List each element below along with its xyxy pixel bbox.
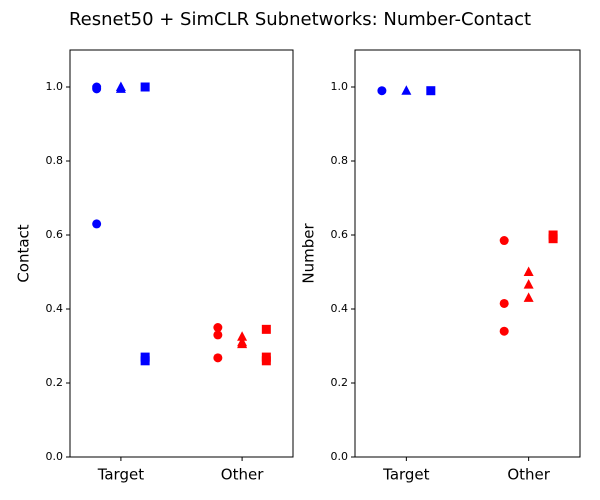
figure-title: Resnet50 + SimCLR Subnetworks: Number-Co…	[69, 9, 531, 30]
point	[401, 85, 412, 95]
y-tick-label: 1.0	[331, 80, 349, 93]
point	[499, 236, 509, 246]
plot-frame	[354, 49, 581, 458]
point	[237, 338, 248, 349]
y-tick-label: 0.0	[46, 450, 64, 463]
point	[499, 298, 509, 308]
y-axis-label: Contact	[15, 224, 33, 282]
point	[523, 279, 534, 289]
point	[92, 84, 102, 94]
y-axis-label: Number	[300, 223, 318, 284]
point	[115, 83, 126, 93]
point	[499, 326, 509, 336]
y-tick-label: 1.0	[46, 80, 64, 93]
point	[140, 356, 150, 366]
y-tick-label: 0.8	[46, 154, 64, 167]
point	[213, 353, 223, 363]
y-tick-label: 0.4	[331, 302, 349, 315]
point	[523, 266, 534, 276]
point	[237, 331, 248, 341]
point	[261, 356, 271, 366]
y-tick-label: 0.6	[46, 228, 64, 241]
point	[377, 86, 387, 96]
y-tick-label: 0.2	[46, 376, 64, 389]
point	[140, 82, 150, 92]
x-tick-label: Target	[382, 466, 430, 484]
point	[426, 86, 436, 96]
y-tick-label: 0.6	[331, 228, 349, 241]
y-tick-label: 0.4	[46, 302, 64, 315]
y-tick-label: 0.0	[331, 450, 349, 463]
y-tick-label: 0.2	[331, 376, 349, 389]
point	[213, 330, 223, 340]
x-tick-label: Target	[97, 466, 145, 484]
point	[92, 219, 102, 229]
point	[548, 234, 558, 244]
point	[213, 323, 223, 332]
x-tick-label: Other	[221, 466, 264, 484]
plot-frame	[69, 49, 294, 458]
y-tick-label: 0.8	[331, 154, 349, 167]
point	[523, 292, 534, 302]
point	[261, 324, 271, 334]
x-tick-label: Other	[507, 466, 550, 484]
